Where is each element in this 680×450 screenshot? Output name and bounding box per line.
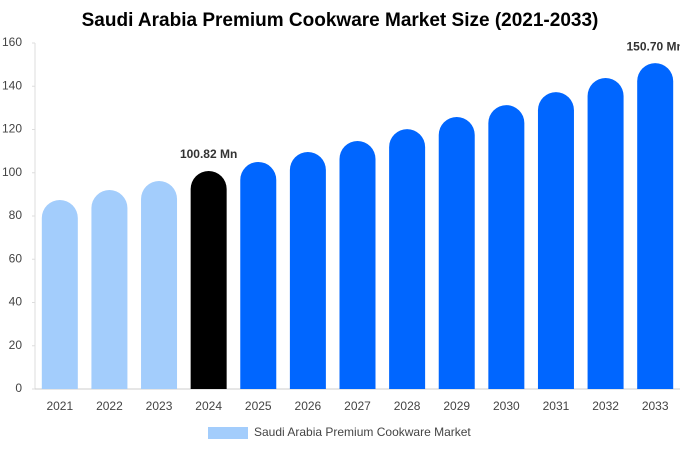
bar — [537, 92, 574, 390]
y-tick-label: 120 — [2, 122, 22, 136]
y-tick-label: 160 — [2, 35, 22, 49]
x-tick-label: 2024 — [195, 399, 222, 413]
bar — [141, 180, 178, 389]
x-tick-label: 2026 — [295, 399, 322, 413]
y-tick-label: 80 — [9, 208, 23, 222]
bar — [240, 161, 277, 389]
x-tick-label: 2033 — [642, 399, 669, 413]
x-tick-label: 2021 — [46, 399, 73, 413]
bar — [488, 105, 525, 389]
y-tick-label: 100 — [2, 165, 22, 179]
bar — [438, 116, 475, 389]
x-tick-label: 2029 — [443, 399, 470, 413]
bar — [41, 200, 78, 389]
x-tick-label: 2028 — [394, 399, 421, 413]
y-tick-label: 20 — [9, 338, 23, 352]
x-tick-label: 2023 — [146, 399, 173, 413]
y-tick-label: 40 — [9, 295, 23, 309]
bar — [637, 63, 674, 389]
y-tick-label: 60 — [9, 251, 23, 265]
x-tick-label: 2031 — [543, 399, 570, 413]
chart-title: Saudi Arabia Premium Cookware Market Siz… — [82, 10, 599, 31]
bar — [289, 151, 326, 389]
x-tick-label: 2030 — [493, 399, 520, 413]
bar — [339, 140, 376, 389]
bar — [91, 190, 128, 389]
bar — [587, 78, 624, 389]
bar — [190, 170, 227, 389]
y-tick-label: 140 — [2, 78, 22, 92]
x-tick-label: 2027 — [344, 399, 371, 413]
legend-swatch — [208, 427, 248, 439]
data-label: 150.70 Mn — [627, 39, 680, 53]
legend-label: Saudi Arabia Premium Cookware Market — [254, 425, 471, 439]
x-tick-label: 2032 — [592, 399, 619, 413]
x-tick-label: 2025 — [245, 399, 272, 413]
x-tick-label: 2022 — [96, 399, 123, 413]
y-tick-label: 0 — [15, 381, 22, 395]
data-label: 100.82 Mn — [180, 147, 237, 161]
bar — [389, 129, 426, 389]
